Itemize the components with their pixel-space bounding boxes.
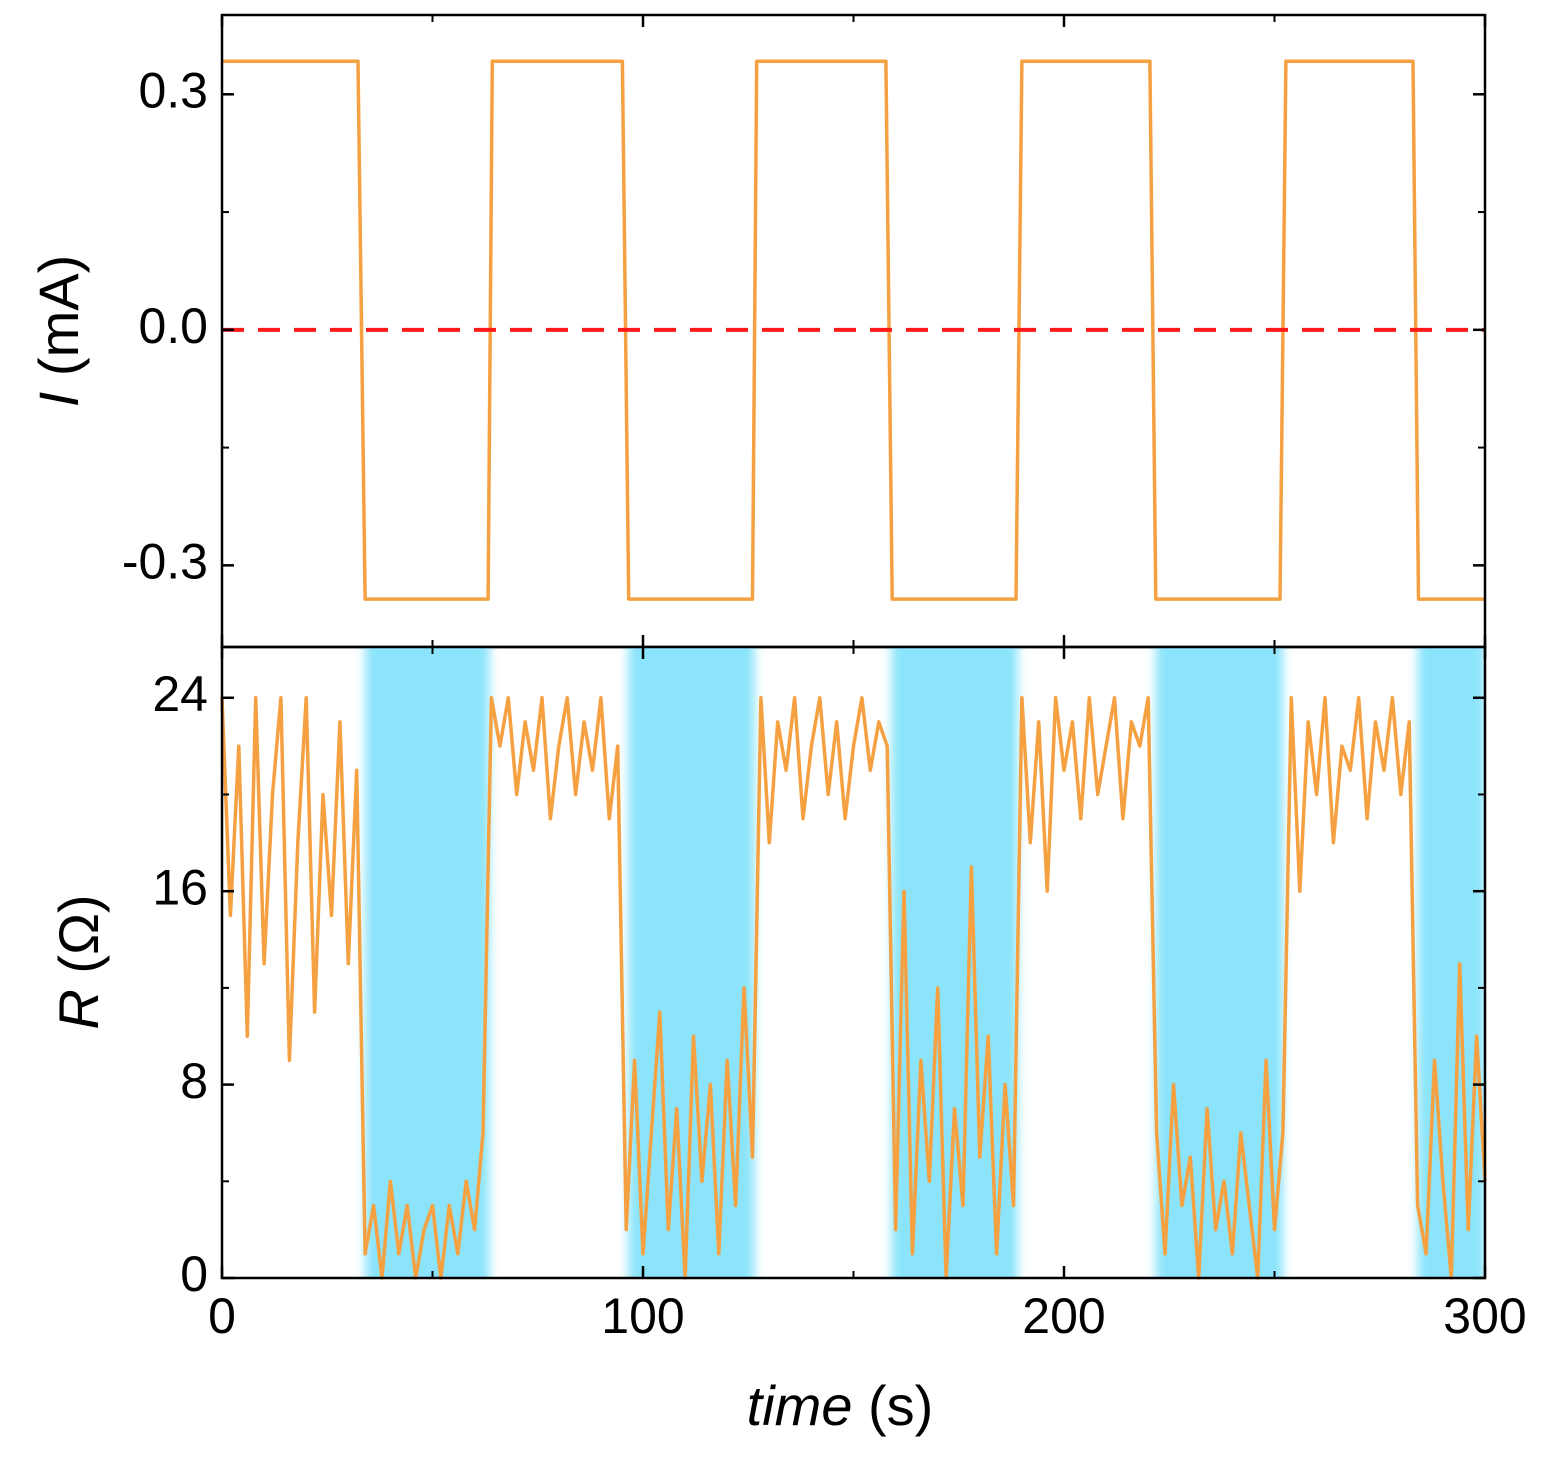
- y-label-unit: (mA): [27, 255, 90, 376]
- y-label-unit: (Ω): [47, 894, 110, 973]
- y-axis-label: R (Ω): [47, 894, 110, 1029]
- y-tick-label: 0: [180, 1246, 208, 1302]
- x-tick-label: 200: [1022, 1288, 1105, 1344]
- y-label-symbol: I: [27, 392, 90, 408]
- y-tick-label: 24: [152, 666, 208, 722]
- y-axis-label: I (mA): [27, 255, 90, 407]
- y-tick-label: 0.0: [138, 298, 208, 354]
- x-axis-label: time (s): [747, 1374, 934, 1437]
- x-tick-label: 0: [208, 1288, 236, 1344]
- shaded-region: [365, 647, 490, 1278]
- y-tick-label: 0.3: [138, 62, 208, 118]
- x-label-unit: (s): [868, 1374, 933, 1437]
- x-tick-label: 100: [601, 1288, 684, 1344]
- x-tick-label: 300: [1443, 1288, 1526, 1344]
- y-tick-label: 16: [152, 859, 208, 915]
- shaded-region: [891, 647, 1018, 1278]
- y-tick-label: -0.3: [122, 534, 208, 590]
- x-label-symbol: time: [747, 1374, 853, 1437]
- shaded-group: [365, 647, 1485, 1278]
- shaded-region: [1155, 647, 1283, 1278]
- data-line: [220, 696, 1487, 1280]
- y-tick-label: 8: [180, 1053, 208, 1109]
- y-label-symbol: R: [47, 989, 110, 1029]
